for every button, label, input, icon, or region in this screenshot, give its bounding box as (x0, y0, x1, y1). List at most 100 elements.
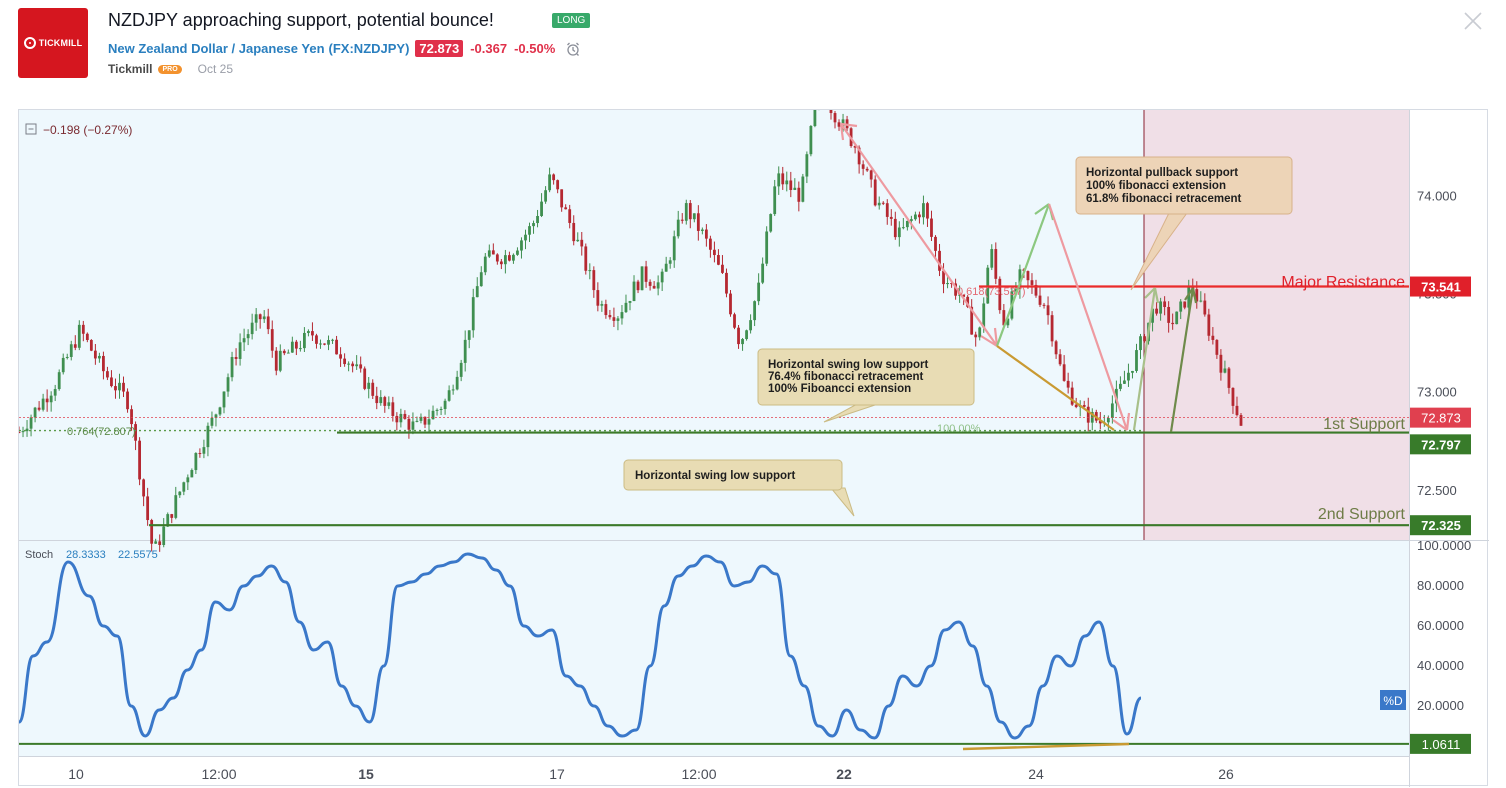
candle-body (853, 146, 857, 148)
candle-body (371, 382, 375, 396)
candle-body (813, 102, 817, 127)
candle-body (524, 234, 527, 241)
candle-body (1042, 304, 1046, 306)
candle-body (1195, 289, 1199, 302)
candle-body (636, 281, 640, 291)
candle-body (303, 332, 306, 349)
candle-body (958, 294, 962, 296)
candle-body (749, 320, 752, 331)
stoch-level-tag: 1.0611 (1410, 733, 1471, 754)
collapse-square-icon[interactable] (25, 123, 37, 135)
drawing-arrows[interactable] (839, 122, 1198, 433)
candle-body (612, 317, 616, 321)
time-tick-label: 26 (1218, 766, 1234, 782)
candle-body (793, 187, 797, 190)
candle-body (1046, 305, 1050, 316)
candle-body (1082, 405, 1086, 407)
candle-body (918, 214, 921, 218)
candle-body (757, 282, 761, 302)
candle-body (479, 272, 483, 287)
tickmill-logo-icon[interactable]: TICKMILL (18, 8, 88, 78)
candle-body (57, 372, 61, 390)
candle-body (656, 282, 660, 289)
candle-body (592, 270, 596, 291)
candle-body (97, 355, 101, 359)
stoch-d-value: 22.5575 (118, 549, 158, 561)
stoch-divergence-line[interactable] (962, 742, 1130, 751)
candle-body (290, 341, 294, 353)
candle-body (664, 263, 668, 272)
candle-body (1219, 354, 1223, 373)
callout-pullback-line2: 100% fibonacci extension (1086, 180, 1226, 192)
candle-body (142, 479, 146, 497)
candle-body (186, 477, 190, 483)
time-tick-label: 24 (1028, 766, 1044, 782)
fib-label-0618: 0.618(73.537) (957, 286, 1026, 298)
candle-body (158, 541, 162, 545)
candle-body (1030, 280, 1034, 285)
candle-body (343, 358, 346, 365)
candle-body (61, 357, 65, 373)
candle-body (668, 260, 672, 264)
time-scale[interactable]: 10 12:00 15 17 12:00 22 24 26 (68, 766, 1234, 782)
callout-swing-low-2[interactable]: Horizontal swing low support (623, 459, 855, 517)
candle-body (491, 250, 495, 255)
fib-label-0764: 0.764(72.807) (67, 426, 136, 438)
candle-body (1110, 403, 1114, 419)
price-tick-label: 72.500 (1417, 483, 1457, 498)
alarm-clock-icon[interactable] (565, 41, 581, 57)
candle-body (439, 409, 443, 411)
close-icon[interactable] (1462, 10, 1484, 32)
candle-body (37, 407, 41, 410)
candle-body (584, 246, 588, 271)
candle-body (1143, 336, 1146, 342)
candle-body (737, 327, 740, 345)
callout-swing1-line2: 76.4% fibonacci retracement (768, 371, 923, 383)
candle-body (829, 104, 833, 114)
candle-body (805, 154, 809, 177)
drop-arrow-2 (1047, 203, 1129, 431)
candle-body (962, 294, 966, 297)
candle-body (841, 119, 845, 127)
candle-body (294, 341, 298, 349)
candle-body (644, 266, 648, 282)
candle-body (262, 316, 266, 320)
stoch-tick-label: 80.0000 (1417, 578, 1464, 593)
candle-body (994, 249, 998, 279)
candle-body (753, 301, 757, 321)
callout-swing-low-1[interactable]: Horizontal swing low support 76.4% fibon… (757, 348, 975, 423)
candle-body (950, 283, 953, 285)
callout-pullback-support[interactable]: Horizontal pullback support 100% fibonac… (1075, 156, 1293, 291)
candle-body (419, 416, 423, 421)
candle-body (652, 285, 656, 289)
candle-body (954, 283, 957, 296)
candle-body (33, 407, 37, 418)
candle-body (1106, 418, 1110, 423)
pair-name-link[interactable]: New Zealand Dollar / Japanese Yen (108, 41, 325, 56)
candle-body (403, 413, 407, 419)
chart-container[interactable]: −0.198 (−0.27%) (17, 67, 1489, 787)
candle-body (222, 391, 226, 408)
candle-body (65, 356, 69, 358)
candle-body (1086, 406, 1090, 423)
candle-body (475, 286, 479, 298)
candle-body (391, 402, 395, 416)
candle-body (395, 415, 399, 423)
author-link[interactable]: Tickmill (108, 62, 153, 76)
candle-body (487, 250, 491, 257)
candle-body (311, 331, 314, 336)
candle-body (926, 203, 929, 219)
symbol-link[interactable]: (FX:NZDJPY) (328, 41, 410, 56)
candle-body (114, 386, 117, 391)
candle-body (154, 541, 158, 544)
price-badge: 72.873 (415, 40, 464, 57)
candle-body (1187, 287, 1191, 308)
candle-body (451, 389, 455, 391)
candle-body (383, 397, 387, 406)
candle-body (459, 362, 463, 377)
candle-body (250, 322, 254, 335)
candle-body (1159, 301, 1163, 314)
stoch-scale[interactable]: 100.0000 80.0000 60.0000 40.0000 20.0000 (1417, 538, 1471, 713)
candle-body (1235, 405, 1239, 416)
chart-canvas[interactable]: −0.198 (−0.27%) (17, 67, 1489, 787)
